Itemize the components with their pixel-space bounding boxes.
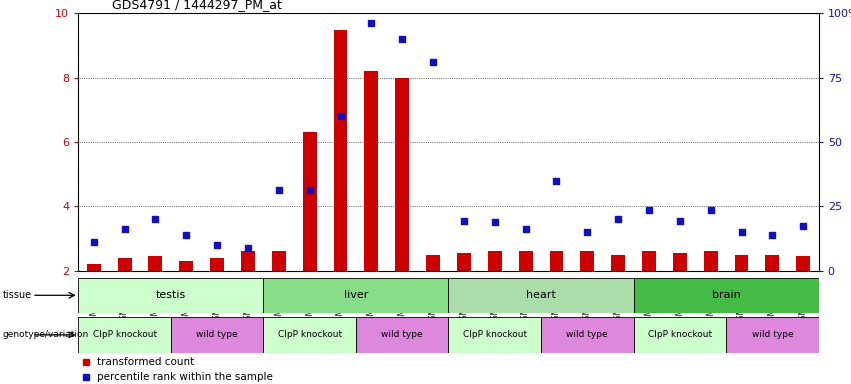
- Point: [457, 218, 471, 224]
- Bar: [673, 253, 687, 271]
- Bar: [78, 278, 264, 313]
- Point: [87, 239, 100, 245]
- Text: genotype/variation: genotype/variation: [3, 330, 89, 339]
- Bar: [78, 271, 819, 384]
- Point: [580, 229, 594, 235]
- Text: testis: testis: [156, 290, 186, 300]
- Bar: [580, 252, 594, 271]
- Bar: [303, 132, 317, 271]
- Text: percentile rank within the sample: percentile rank within the sample: [97, 372, 272, 382]
- Point: [766, 232, 780, 238]
- Point: [426, 59, 440, 65]
- Bar: [210, 258, 224, 271]
- Text: wild type: wild type: [751, 330, 793, 339]
- Bar: [448, 278, 633, 313]
- Point: [303, 187, 317, 194]
- Point: [180, 232, 193, 238]
- Bar: [356, 317, 448, 353]
- Bar: [364, 71, 379, 271]
- Bar: [87, 264, 100, 271]
- Text: brain: brain: [711, 290, 740, 300]
- Bar: [488, 252, 502, 271]
- Text: tissue: tissue: [3, 290, 31, 300]
- Bar: [271, 252, 286, 271]
- Bar: [518, 252, 533, 271]
- Text: transformed count: transformed count: [97, 358, 194, 367]
- Bar: [171, 317, 264, 353]
- Point: [272, 187, 286, 194]
- Point: [673, 218, 687, 224]
- Text: heart: heart: [526, 290, 556, 300]
- Bar: [704, 252, 717, 271]
- Point: [797, 223, 810, 229]
- Bar: [765, 255, 780, 271]
- Bar: [633, 278, 819, 313]
- Point: [519, 226, 533, 232]
- Bar: [734, 255, 749, 271]
- Bar: [264, 278, 448, 313]
- Text: wild type: wild type: [567, 330, 608, 339]
- Point: [734, 229, 748, 235]
- Bar: [180, 261, 193, 271]
- Point: [488, 219, 501, 225]
- Bar: [642, 252, 656, 271]
- Bar: [550, 252, 563, 271]
- Bar: [241, 252, 255, 271]
- Point: [611, 216, 625, 222]
- Point: [643, 207, 656, 213]
- Bar: [78, 317, 171, 353]
- Text: ClpP knockout: ClpP knockout: [93, 330, 157, 339]
- Point: [334, 113, 347, 119]
- Text: ClpP knockout: ClpP knockout: [277, 330, 342, 339]
- Bar: [264, 317, 356, 353]
- Point: [149, 216, 163, 222]
- Text: GDS4791 / 1444297_PM_at: GDS4791 / 1444297_PM_at: [112, 0, 283, 12]
- Text: wild type: wild type: [197, 330, 238, 339]
- Point: [210, 242, 224, 248]
- Bar: [395, 78, 409, 271]
- Bar: [117, 258, 132, 271]
- Point: [117, 226, 131, 232]
- Bar: [611, 255, 625, 271]
- Bar: [633, 317, 726, 353]
- Text: liver: liver: [344, 290, 368, 300]
- Bar: [726, 317, 819, 353]
- Bar: [426, 255, 440, 271]
- Point: [364, 20, 378, 26]
- Bar: [457, 253, 471, 271]
- Point: [396, 36, 409, 42]
- Bar: [148, 256, 163, 271]
- Bar: [797, 256, 810, 271]
- Text: wild type: wild type: [381, 330, 423, 339]
- Text: ClpP knockout: ClpP knockout: [463, 330, 527, 339]
- Bar: [541, 317, 633, 353]
- Point: [241, 245, 254, 251]
- Bar: [334, 30, 347, 271]
- Bar: [448, 317, 541, 353]
- Point: [704, 207, 717, 213]
- Text: ClpP knockout: ClpP knockout: [648, 330, 712, 339]
- Point: [550, 178, 563, 184]
